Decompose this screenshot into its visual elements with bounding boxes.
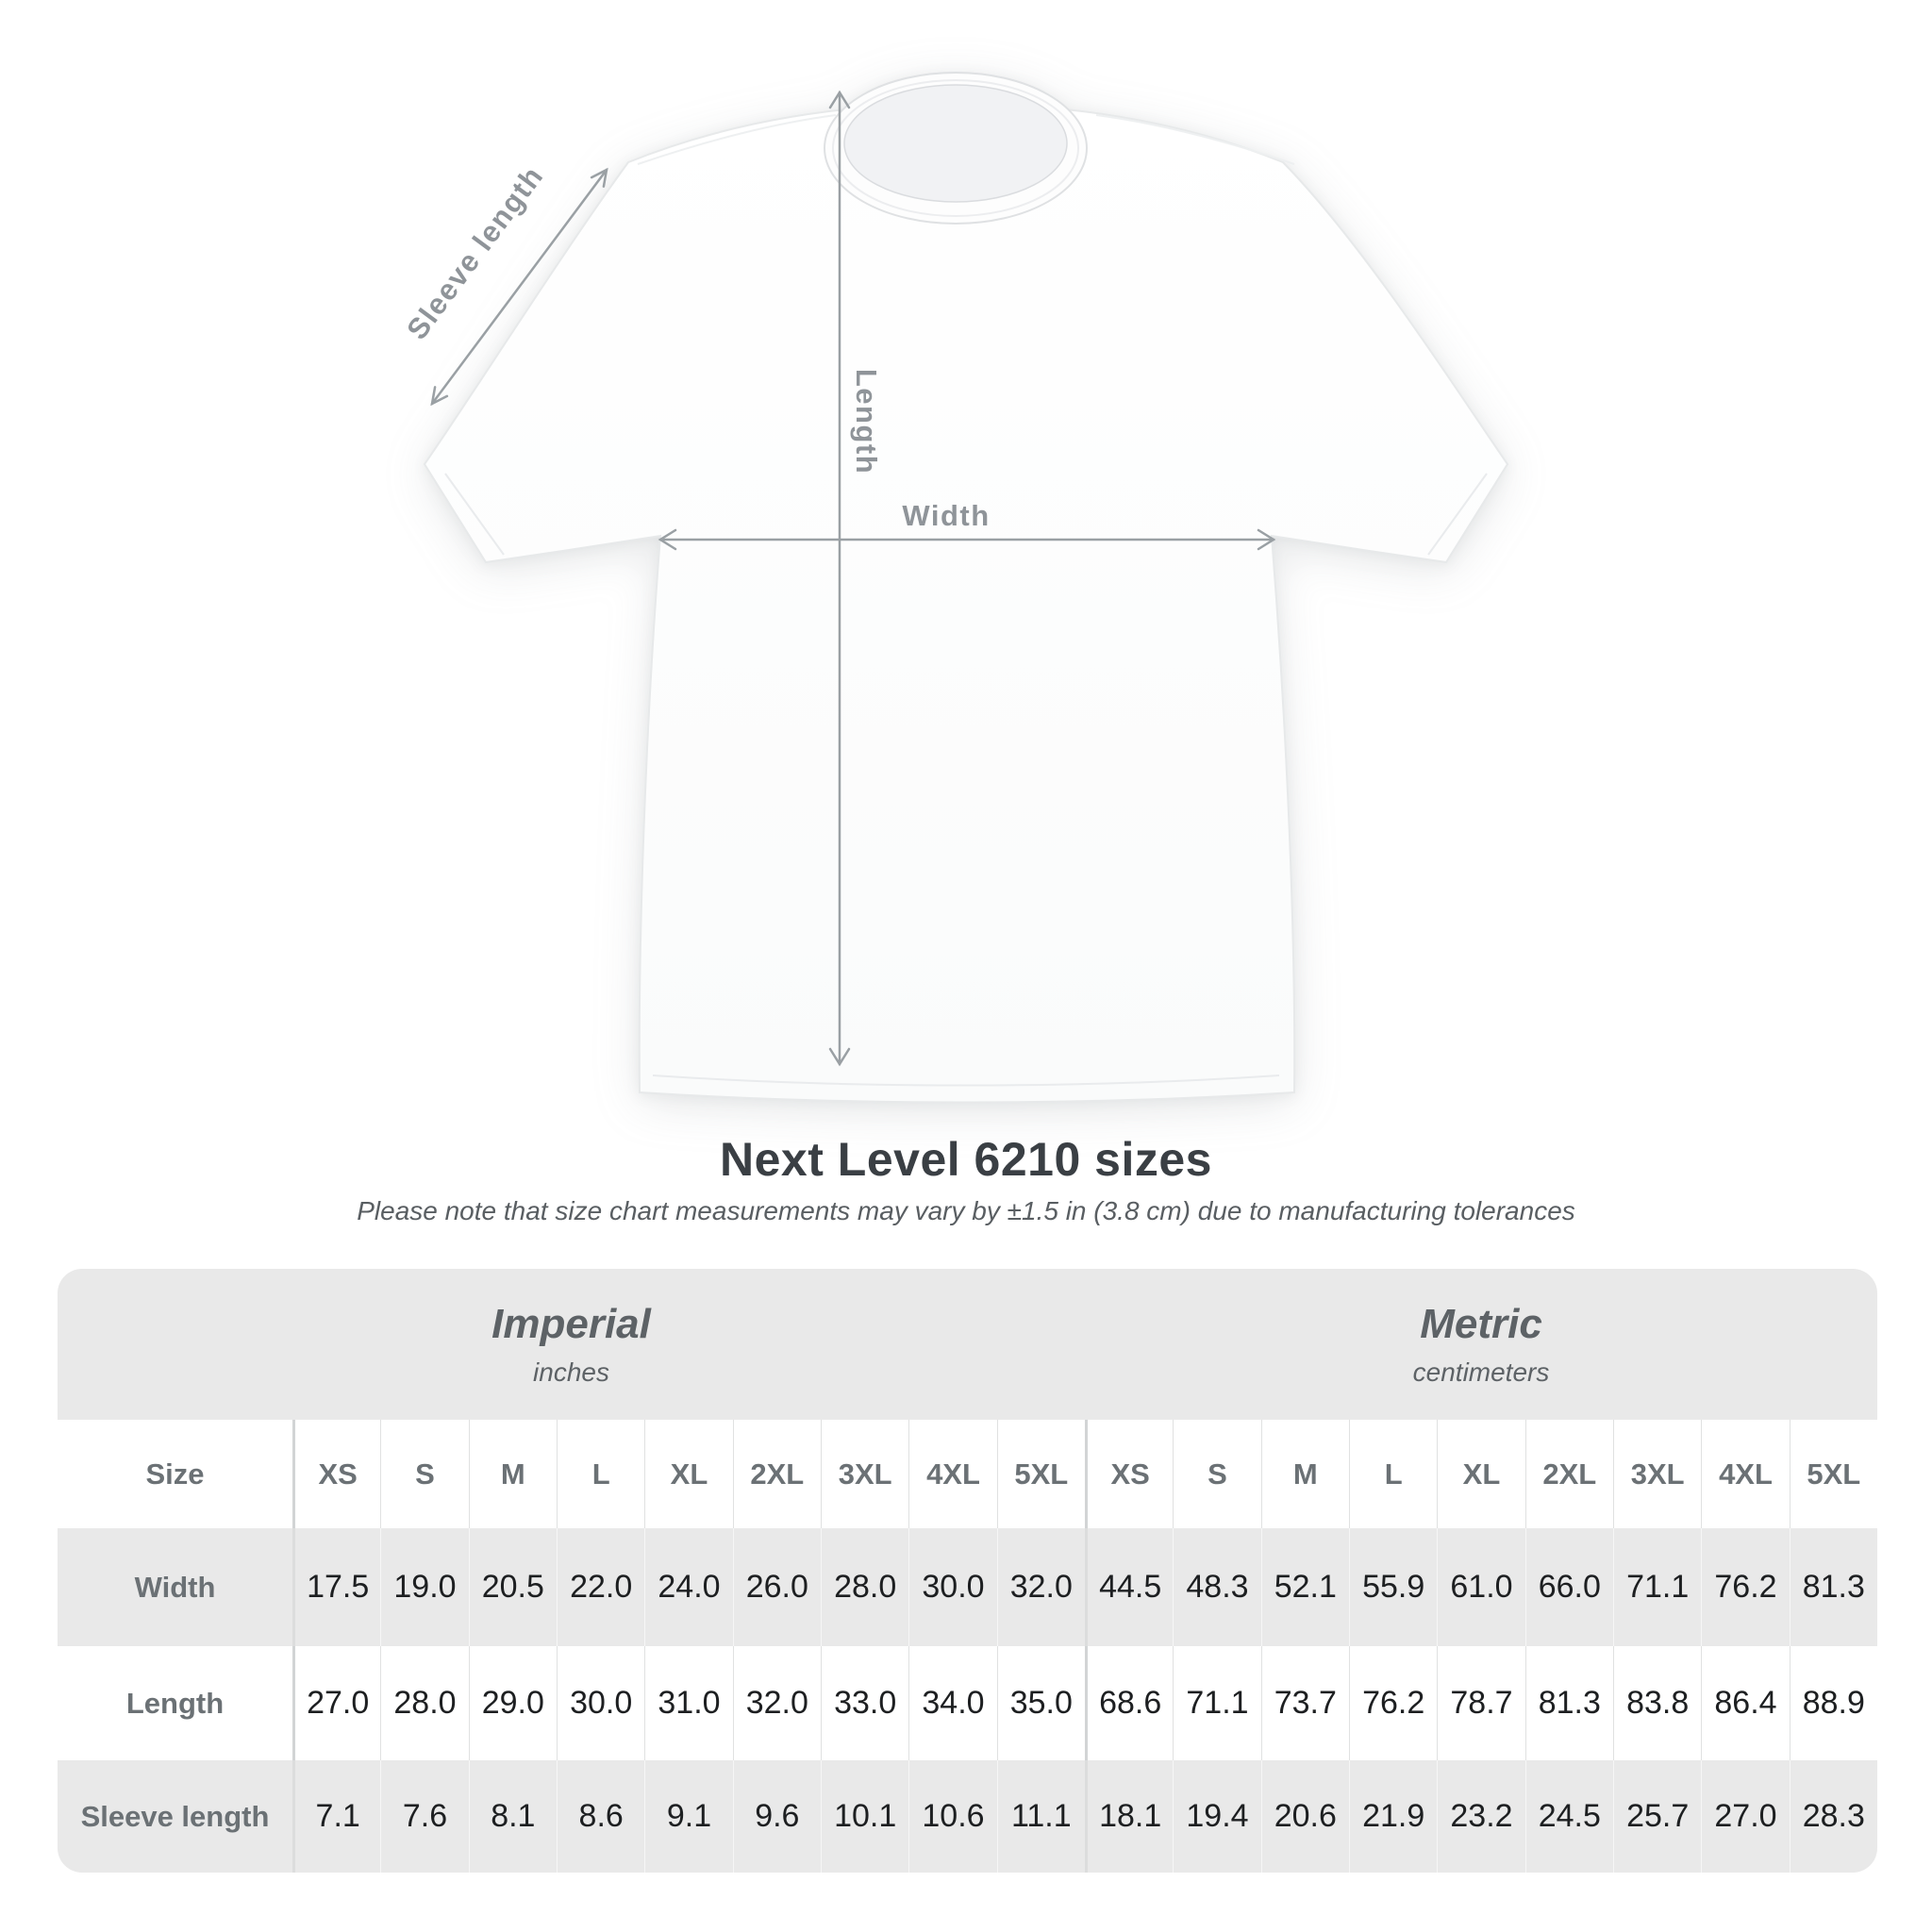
column-header-cell: XS bbox=[1085, 1420, 1174, 1528]
table-cell: 9.1 bbox=[644, 1760, 733, 1873]
table-cell: 32.0 bbox=[732, 1646, 821, 1760]
column-header-cell: 2XL bbox=[732, 1420, 821, 1528]
table-cell: 32.0 bbox=[996, 1528, 1085, 1646]
table-cell: 20.5 bbox=[468, 1528, 557, 1646]
column-header-cell: 4XL bbox=[1701, 1420, 1790, 1528]
table-cell: 61.0 bbox=[1437, 1528, 1525, 1646]
table-cell: 35.0 bbox=[996, 1646, 1085, 1760]
table-cell: 71.1 bbox=[1613, 1528, 1702, 1646]
table-cell: 30.0 bbox=[908, 1528, 997, 1646]
collar-opening bbox=[843, 84, 1068, 203]
table-cell: 28.0 bbox=[821, 1528, 909, 1646]
table-cell: 68.6 bbox=[1085, 1646, 1174, 1760]
table-cell: 33.0 bbox=[821, 1646, 909, 1760]
table-cell: 20.6 bbox=[1260, 1760, 1349, 1873]
metric-unit-label: centimeters bbox=[1412, 1357, 1550, 1387]
size-table: Imperial inches Metric centimeters Size X… bbox=[58, 1269, 1877, 1873]
table-cell: 21.9 bbox=[1349, 1760, 1438, 1873]
tshirt-measurement-diagram: Length Width Sleeve length bbox=[400, 72, 1509, 1104]
column-header-cell: L bbox=[557, 1420, 645, 1528]
tshirt-graphic bbox=[423, 72, 1509, 1104]
table-cell: 27.0 bbox=[292, 1646, 381, 1760]
table-cell: 8.1 bbox=[468, 1760, 557, 1873]
imperial-header: Imperial inches bbox=[58, 1269, 1085, 1420]
column-header-cell: 4XL bbox=[908, 1420, 997, 1528]
table-cell: 10.6 bbox=[908, 1760, 997, 1873]
table-cell: 24.0 bbox=[644, 1528, 733, 1646]
table-cell: 88.9 bbox=[1789, 1646, 1877, 1760]
sleeve-length-dimension-arrow bbox=[430, 167, 608, 407]
tolerance-note: Please note that size chart measurements… bbox=[357, 1196, 1575, 1225]
table-cell: 29.0 bbox=[468, 1646, 557, 1760]
table-cell: 55.9 bbox=[1349, 1528, 1438, 1646]
table-cell: 18.1 bbox=[1085, 1760, 1174, 1873]
column-header-cell: XS bbox=[292, 1420, 381, 1528]
table-cell: 22.0 bbox=[557, 1528, 645, 1646]
table-cell: 48.3 bbox=[1173, 1528, 1261, 1646]
metric-header: Metric centimeters bbox=[1085, 1269, 1877, 1420]
row-label: Length bbox=[58, 1646, 292, 1760]
table-cell: 11.1 bbox=[996, 1760, 1085, 1873]
table-cell: 19.4 bbox=[1173, 1760, 1261, 1873]
column-header-cell: 5XL bbox=[996, 1420, 1085, 1528]
table-cell: 81.3 bbox=[1789, 1528, 1877, 1646]
width-label: Width bbox=[902, 499, 990, 532]
table-cell: 83.8 bbox=[1613, 1646, 1702, 1760]
row-label: Sleeve length bbox=[58, 1760, 292, 1873]
table-cell: 81.3 bbox=[1524, 1646, 1613, 1760]
table-cell: 7.1 bbox=[292, 1760, 381, 1873]
table-cell: 30.0 bbox=[557, 1646, 645, 1760]
table-cell: 28.0 bbox=[380, 1646, 469, 1760]
table-cell: 7.6 bbox=[380, 1760, 469, 1873]
table-cell: 76.2 bbox=[1701, 1528, 1790, 1646]
column-header-cell: L bbox=[1349, 1420, 1438, 1528]
table-cell: 52.1 bbox=[1260, 1528, 1349, 1646]
table-cell: 19.0 bbox=[380, 1528, 469, 1646]
page-title: Next Level 6210 sizes bbox=[720, 1133, 1212, 1186]
table-cell: 71.1 bbox=[1173, 1646, 1261, 1760]
column-header-cell: 5XL bbox=[1789, 1420, 1877, 1528]
size-column-header: Size bbox=[58, 1420, 292, 1528]
row-label: Width bbox=[58, 1528, 292, 1646]
table-cell: 28.3 bbox=[1789, 1760, 1877, 1873]
collar-stitch bbox=[832, 79, 1079, 217]
size-table-grid: Size XS S M L XL 2XL 3XL 4XL 5XL XS S M L XL 2XL 3XL 4XL 5… bbox=[58, 1420, 1877, 1873]
imperial-unit-label: inches bbox=[533, 1357, 609, 1387]
metric-label: Metric bbox=[1420, 1301, 1542, 1347]
unit-header-band: Imperial inches Metric centimeters bbox=[58, 1269, 1877, 1420]
table-cell: 8.6 bbox=[557, 1760, 645, 1873]
table-cell: 25.7 bbox=[1613, 1760, 1702, 1873]
column-header-cell: 2XL bbox=[1524, 1420, 1613, 1528]
column-header-cell: M bbox=[468, 1420, 557, 1528]
table-cell: 27.0 bbox=[1701, 1760, 1790, 1873]
table-cell: 31.0 bbox=[644, 1646, 733, 1760]
length-dimension-arrow bbox=[828, 90, 851, 1067]
table-cell: 10.1 bbox=[821, 1760, 909, 1873]
imperial-label: Imperial bbox=[491, 1301, 651, 1347]
column-header-cell: 3XL bbox=[1613, 1420, 1702, 1528]
length-label: Length bbox=[850, 369, 883, 475]
table-cell: 9.6 bbox=[732, 1760, 821, 1873]
table-cell: 17.5 bbox=[292, 1528, 381, 1646]
table-cell: 78.7 bbox=[1437, 1646, 1525, 1760]
table-cell: 24.5 bbox=[1524, 1760, 1613, 1873]
table-cell: 73.7 bbox=[1260, 1646, 1349, 1760]
table-cell: 26.0 bbox=[732, 1528, 821, 1646]
table-cell: 23.2 bbox=[1437, 1760, 1525, 1873]
table-cell: 76.2 bbox=[1349, 1646, 1438, 1760]
column-header-cell: M bbox=[1260, 1420, 1349, 1528]
width-dimension-arrow bbox=[658, 528, 1276, 551]
column-header-cell: 3XL bbox=[821, 1420, 909, 1528]
table-cell: 34.0 bbox=[908, 1646, 997, 1760]
table-cell: 86.4 bbox=[1701, 1646, 1790, 1760]
column-header-cell: S bbox=[1173, 1420, 1261, 1528]
column-header-cell: XL bbox=[1437, 1420, 1525, 1528]
column-header-cell: XL bbox=[644, 1420, 733, 1528]
table-cell: 44.5 bbox=[1085, 1528, 1174, 1646]
column-header-cell: S bbox=[380, 1420, 469, 1528]
table-cell: 66.0 bbox=[1524, 1528, 1613, 1646]
